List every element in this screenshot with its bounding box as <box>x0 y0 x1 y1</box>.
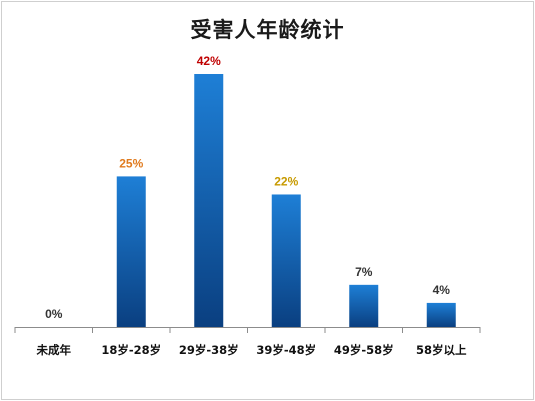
data-label-1: 0% <box>45 307 63 321</box>
data-label-4: 22% <box>274 174 298 188</box>
data-label-5: 7% <box>355 265 373 279</box>
bar-6 <box>426 302 456 327</box>
category-label-2: 18岁-28岁 <box>101 343 161 357</box>
chart-title: 受害人年龄统计 <box>190 17 345 42</box>
bar-3 <box>194 74 224 327</box>
bar-2 <box>116 176 146 327</box>
data-label-6: 4% <box>433 283 451 297</box>
category-label-3: 29岁-38岁 <box>179 343 239 357</box>
data-label-2: 25% <box>119 156 143 170</box>
category-label-6: 58岁以上 <box>416 343 467 357</box>
data-label-3: 42% <box>197 54 221 68</box>
category-label-1: 未成年 <box>36 343 72 357</box>
category-label-4: 39岁-48岁 <box>256 343 316 357</box>
bar-5 <box>349 284 379 327</box>
bar-4 <box>271 194 301 327</box>
category-label-5: 49岁-58岁 <box>334 343 394 357</box>
